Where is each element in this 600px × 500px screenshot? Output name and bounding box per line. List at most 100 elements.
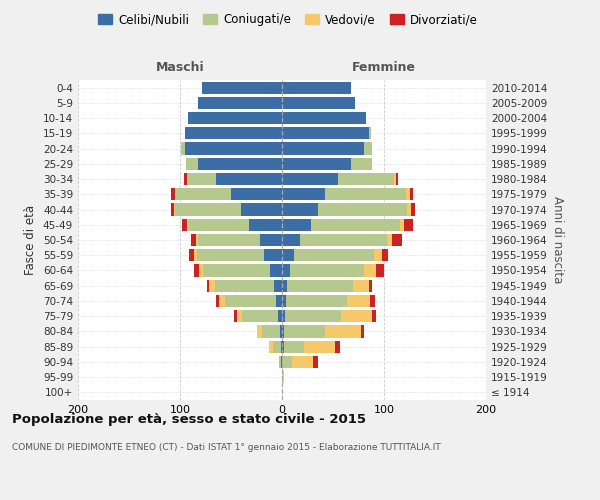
Bar <box>282 280 287 292</box>
Bar <box>274 280 282 292</box>
Bar <box>282 356 292 368</box>
Bar <box>191 234 196 246</box>
Bar <box>194 249 197 262</box>
Bar <box>188 218 250 231</box>
Bar <box>404 218 413 231</box>
Bar <box>269 340 273 353</box>
Bar <box>282 371 284 383</box>
Bar <box>250 218 282 231</box>
Bar <box>364 264 376 276</box>
Bar <box>406 188 410 200</box>
Bar <box>237 310 242 322</box>
Bar <box>352 158 372 170</box>
Bar <box>262 326 280 338</box>
Bar <box>182 218 187 231</box>
Bar <box>325 326 361 338</box>
Bar <box>199 264 203 276</box>
Bar <box>282 127 369 140</box>
Bar <box>287 280 353 292</box>
Bar <box>257 326 262 338</box>
Bar <box>353 280 369 292</box>
Text: Maschi: Maschi <box>155 61 205 74</box>
Bar <box>364 142 372 154</box>
Bar <box>311 218 400 231</box>
Bar <box>216 295 219 307</box>
Bar <box>387 234 392 246</box>
Bar <box>290 264 364 276</box>
Bar <box>410 204 415 216</box>
Bar <box>282 188 325 200</box>
Bar <box>273 340 281 353</box>
Bar <box>376 264 384 276</box>
Bar <box>410 188 413 200</box>
Bar <box>206 280 209 292</box>
Legend: Celibi/Nubili, Coniugati/e, Vedovi/e, Divorziati/e: Celibi/Nubili, Coniugati/e, Vedovi/e, Di… <box>93 8 483 31</box>
Y-axis label: Fasce di età: Fasce di età <box>25 205 37 275</box>
Bar <box>185 127 282 140</box>
Bar <box>338 173 394 185</box>
Bar <box>369 127 371 140</box>
Text: Femmine: Femmine <box>352 61 416 74</box>
Bar <box>215 280 274 292</box>
Bar <box>281 340 282 353</box>
Bar <box>382 249 388 262</box>
Bar <box>282 340 284 353</box>
Bar <box>185 142 282 154</box>
Bar <box>187 218 188 231</box>
Bar <box>194 264 199 276</box>
Bar <box>187 173 216 185</box>
Bar <box>335 340 340 353</box>
Bar <box>199 234 260 246</box>
Bar <box>392 234 403 246</box>
Bar <box>188 112 282 124</box>
Bar <box>263 249 282 262</box>
Bar <box>282 173 338 185</box>
Bar <box>313 356 318 368</box>
Bar <box>325 188 406 200</box>
Bar <box>196 234 199 246</box>
Bar <box>241 204 282 216</box>
Bar <box>284 326 325 338</box>
Bar <box>209 280 215 292</box>
Bar <box>282 234 301 246</box>
Bar <box>260 234 282 246</box>
Bar <box>282 218 311 231</box>
Bar <box>203 264 270 276</box>
Bar <box>189 249 194 262</box>
Bar <box>400 218 404 231</box>
Bar <box>285 310 341 322</box>
Bar <box>282 295 286 307</box>
Bar <box>219 295 225 307</box>
Bar <box>284 340 304 353</box>
Bar <box>174 204 175 216</box>
Bar <box>318 204 407 216</box>
Bar <box>282 310 285 322</box>
Bar <box>181 142 185 154</box>
Bar <box>184 173 187 185</box>
Bar <box>282 112 365 124</box>
Bar <box>270 264 282 276</box>
Bar <box>396 173 398 185</box>
Bar <box>294 249 374 262</box>
Bar <box>197 249 263 262</box>
Bar <box>280 326 282 338</box>
Bar <box>278 310 282 322</box>
Bar <box>276 295 282 307</box>
Bar <box>282 326 284 338</box>
Bar <box>282 204 318 216</box>
Bar <box>372 310 376 322</box>
Bar <box>301 234 387 246</box>
Bar <box>394 173 396 185</box>
Bar <box>171 188 175 200</box>
Bar <box>186 158 199 170</box>
Bar <box>407 204 410 216</box>
Bar <box>361 326 364 338</box>
Bar <box>370 295 375 307</box>
Bar <box>225 295 276 307</box>
Bar <box>347 295 370 307</box>
Bar <box>282 249 294 262</box>
Bar <box>374 249 382 262</box>
Bar <box>234 310 237 322</box>
Bar <box>175 188 231 200</box>
Y-axis label: Anni di nascita: Anni di nascita <box>551 196 564 284</box>
